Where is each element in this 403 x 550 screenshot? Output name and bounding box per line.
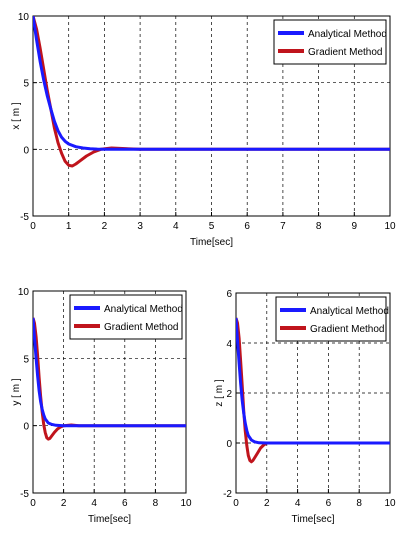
y-tick-label: 0	[226, 439, 232, 450]
x-tick-label: 10	[384, 221, 396, 232]
legend-box	[275, 296, 387, 342]
y-tick-label: -2	[223, 489, 232, 500]
legend-label: Analytical Method	[104, 304, 183, 315]
x-tick-label: 6	[244, 221, 250, 232]
x-axis-label: Time[sec]	[88, 514, 131, 525]
legend: Analytical Method Gradient Method	[275, 296, 389, 342]
y-axis-label: x [ m ]	[11, 102, 22, 129]
x-tick-label: 2	[102, 221, 108, 232]
y-axis-label: z [ m ]	[214, 379, 225, 406]
y-tick-label: 4	[226, 339, 232, 350]
x-tick-label: 2	[264, 498, 270, 509]
y-tick-label: 6	[226, 289, 232, 300]
legend-box	[69, 294, 183, 340]
y-tick-label: 10	[18, 287, 30, 298]
x-tick-label: 6	[122, 498, 128, 509]
series-line-analytical-method	[33, 16, 390, 151]
x-tick-label: 8	[356, 498, 362, 509]
x-tick-label: 2	[61, 498, 67, 509]
series-line-analytical-method	[236, 317, 390, 445]
legend: Analytical Method Gradient Method	[69, 294, 183, 340]
x-tick-label: 6	[326, 498, 332, 509]
y-tick-label: 5	[23, 79, 29, 90]
series-line-gradient-method	[236, 317, 390, 464]
y-tick-label: 5	[23, 354, 29, 365]
legend: Analytical Method Gradient Method	[273, 19, 387, 65]
y-tick-label: -5	[20, 212, 29, 223]
legend-label: Gradient Method	[310, 324, 385, 335]
x-tick-label: 0	[30, 498, 36, 509]
x-tick-label: 10	[180, 498, 192, 509]
y-tick-label: 2	[226, 389, 232, 400]
y-tick-label: 0	[23, 422, 29, 433]
legend-label: Gradient Method	[308, 47, 383, 58]
x-tick-label: 5	[209, 221, 215, 232]
legend-label: Analytical Method	[310, 306, 389, 317]
x-axis-label: Time[sec]	[292, 514, 335, 525]
x-tick-label: 4	[173, 221, 179, 232]
legend-box	[273, 19, 387, 65]
x-tick-label: 10	[384, 498, 396, 509]
x-axis-label: Time[sec]	[190, 237, 233, 248]
x-tick-label: 0	[30, 221, 36, 232]
legend-label: Analytical Method	[308, 29, 387, 40]
x-tick-label: 4	[295, 498, 301, 509]
legend-label: Gradient Method	[104, 322, 179, 333]
x-tick-label: 7	[280, 221, 286, 232]
series-line-analytical-method	[33, 317, 186, 428]
x-tick-label: 8	[153, 498, 159, 509]
x-tick-label: 8	[316, 221, 322, 232]
x-tick-label: 1	[66, 221, 72, 232]
y-tick-label: 10	[18, 12, 30, 23]
x-tick-label: 3	[137, 221, 143, 232]
x-tick-label: 4	[91, 498, 97, 509]
y-tick-label: -5	[20, 489, 29, 500]
x-tick-label: 9	[352, 221, 358, 232]
y-axis-label: y [ m ]	[11, 378, 22, 405]
x-tick-label: 0	[233, 498, 239, 509]
y-tick-label: 0	[23, 145, 29, 156]
